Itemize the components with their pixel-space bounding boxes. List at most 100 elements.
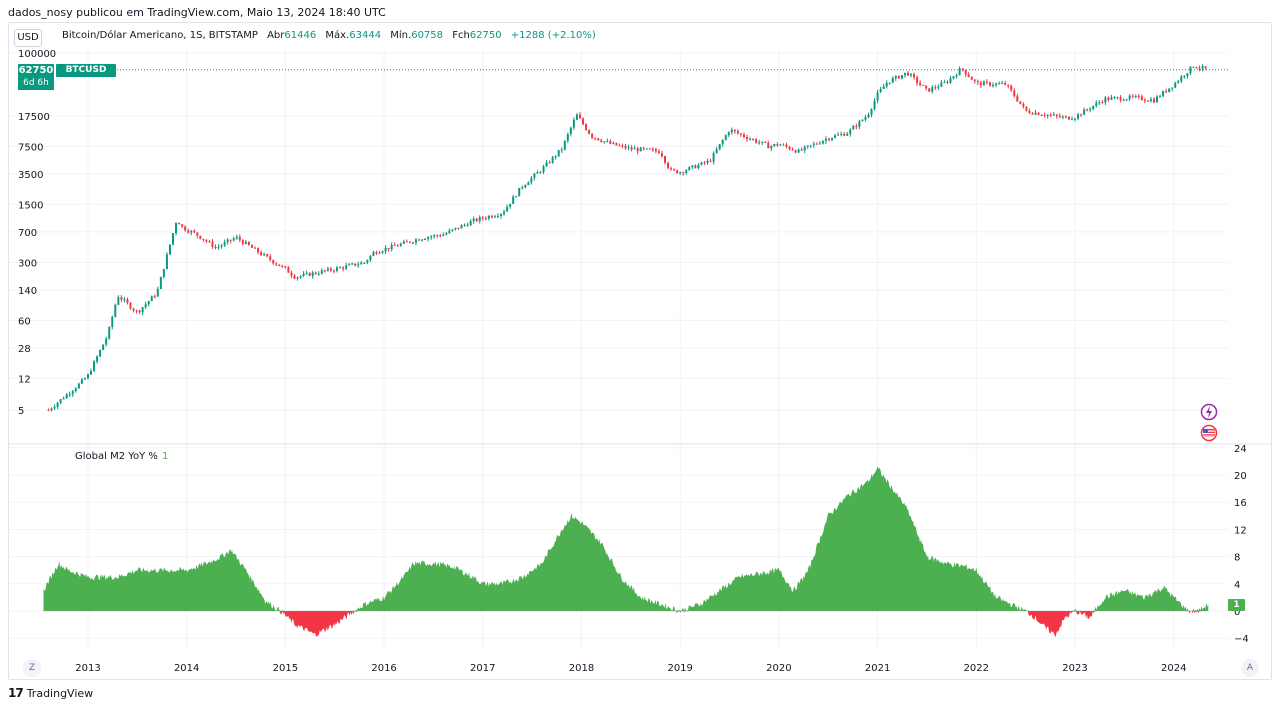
price-candle-body	[1031, 113, 1034, 115]
price-candle-body	[591, 133, 594, 138]
price-candle-body	[1156, 96, 1159, 103]
price-candle-body	[834, 135, 837, 138]
price-candle-body	[803, 146, 806, 151]
price-candle-body	[421, 239, 424, 241]
price-candle-body	[1061, 116, 1064, 118]
price-candle-body	[205, 239, 208, 242]
price-candle-body	[360, 262, 363, 265]
price-candle-body	[342, 267, 345, 269]
zoom-left-button[interactable]: Z	[23, 659, 41, 677]
time-tick-label: 2014	[174, 663, 199, 674]
price-candle-body	[1201, 66, 1204, 69]
price-candle-body	[105, 338, 108, 345]
price-candle-body	[721, 140, 724, 145]
price-candle-body	[408, 241, 411, 243]
price-candle-body	[1070, 119, 1073, 121]
price-candle-body	[1089, 109, 1092, 111]
price-candle-body	[998, 83, 1001, 85]
time-tick-label: 2021	[865, 663, 890, 674]
price-candle-body	[496, 215, 499, 217]
price-candle-body	[940, 82, 943, 87]
price-candle-body	[278, 264, 281, 266]
price-candle-body	[326, 268, 329, 271]
price-candle-body	[366, 260, 369, 263]
price-tick-label: 100000	[18, 49, 56, 60]
price-candle-body	[627, 147, 630, 149]
price-candle-body	[1146, 100, 1149, 102]
price-candle-body	[773, 144, 776, 146]
price-candle-body	[645, 148, 648, 150]
price-candle-body	[220, 245, 223, 247]
price-candle-body	[752, 139, 755, 141]
price-candle-body	[673, 169, 676, 171]
price-candle-body	[1110, 97, 1113, 100]
price-candle-body	[1152, 99, 1155, 103]
price-candle-body	[442, 234, 445, 237]
indicator-legend[interactable]: Global M2 YoY % 1	[75, 451, 168, 462]
price-candle-body	[384, 247, 387, 252]
price-candle-body	[102, 344, 105, 350]
price-candle-body	[208, 241, 211, 243]
price-candle-body	[630, 147, 633, 150]
grid-layer	[9, 49, 1228, 650]
price-candle-body	[247, 241, 250, 246]
price-candle-body	[524, 185, 527, 188]
price-candle-body	[320, 270, 323, 274]
price-candle-body	[229, 239, 232, 241]
price-candle-body	[235, 236, 238, 239]
price-candle-body	[317, 273, 320, 275]
price-candle-body	[937, 86, 940, 88]
price-candle-body	[557, 150, 560, 157]
price-candle-body	[1016, 96, 1019, 102]
price-tick-label: 1500	[18, 200, 43, 211]
price-candle-body	[65, 394, 68, 399]
indicator-value: 1	[161, 451, 169, 462]
m2-tick-label: 24	[1234, 444, 1247, 455]
price-candle-body	[563, 140, 566, 150]
price-candle-body	[266, 254, 269, 257]
price-candle-body	[1140, 96, 1143, 100]
price-candle-body	[582, 118, 585, 125]
price-candle-body	[618, 145, 621, 147]
price-candle-body	[776, 144, 779, 146]
price-candle-body	[1137, 96, 1140, 98]
currency-button[interactable]: USD	[14, 29, 42, 47]
price-candle-body	[226, 239, 229, 243]
price-candle-body	[454, 227, 457, 230]
price-candle-body	[59, 399, 62, 403]
price-candle-body	[424, 238, 427, 240]
us-flag-icon[interactable]	[1200, 424, 1218, 442]
indicator-name: Global M2 YoY %	[75, 451, 158, 462]
price-candle-body	[961, 68, 964, 70]
price-candle-body	[916, 77, 919, 83]
price-candle-body	[870, 108, 873, 115]
price-candle-body	[1177, 81, 1180, 83]
price-candle-body	[603, 141, 606, 143]
price-candle-body	[882, 86, 885, 89]
price-candle-body	[47, 410, 50, 411]
price-candle-body	[1067, 116, 1070, 120]
price-candle-body	[815, 143, 818, 145]
price-candle-body	[828, 138, 831, 140]
price-candle-body	[96, 356, 99, 362]
change-value: +1288 (+2.10%)	[510, 30, 596, 41]
m2-tick-label: 16	[1234, 498, 1247, 509]
zoom-right-button[interactable]: A	[1241, 659, 1259, 677]
price-candle-body	[345, 265, 348, 269]
price-candle-body	[269, 256, 272, 261]
m2-tick-label: 4	[1234, 580, 1240, 591]
price-candle-body	[949, 78, 952, 83]
price-candle-body	[281, 265, 284, 267]
price-candle-body	[843, 133, 846, 136]
price-candle-body	[463, 224, 466, 226]
lightning-icon[interactable]	[1200, 403, 1218, 421]
price-candle-body	[1004, 82, 1007, 85]
price-candle-body	[934, 87, 937, 89]
price-candle-body	[448, 230, 451, 234]
price-candle-body	[214, 246, 217, 248]
price-candle-body	[639, 147, 642, 152]
price-candle-body	[852, 126, 855, 130]
price-candle-body	[1125, 99, 1128, 101]
price-candle-body	[797, 149, 800, 153]
